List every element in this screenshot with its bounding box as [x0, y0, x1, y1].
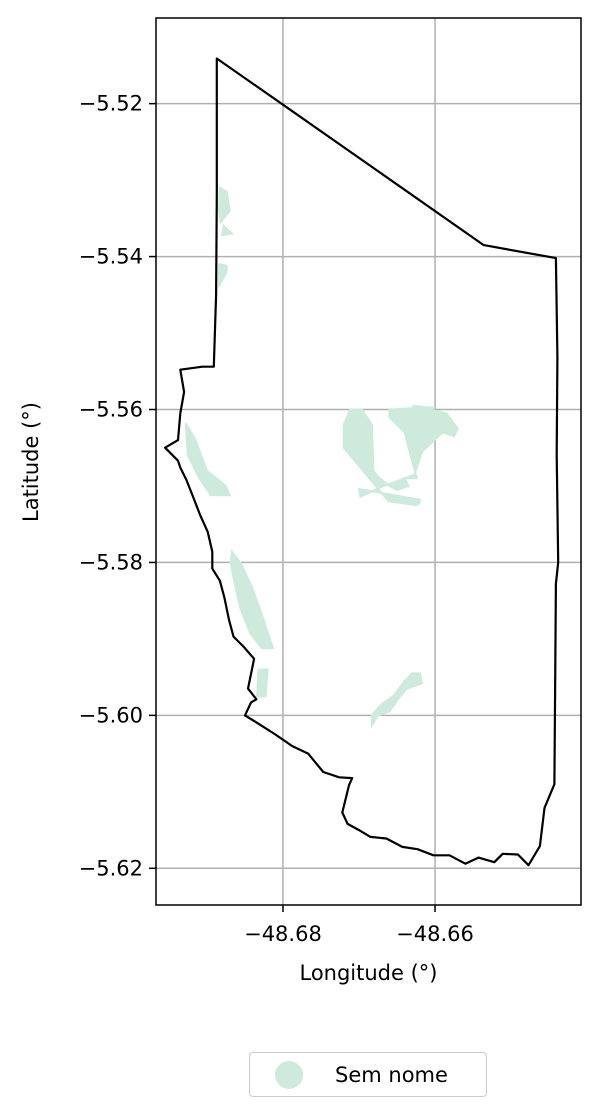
map-figure: −48.68 −48.66 −5.52 −5.54 −5.56 −5.58 −5.60 −5.…: [19, 17, 582, 985]
y-axis-label: Latitude (°): [19, 402, 43, 522]
legend: Sem nome: [249, 1052, 487, 1097]
x-axis-label: Longitude (°): [299, 961, 437, 985]
y-tick-label-1: −5.54: [79, 245, 143, 269]
y-tick-label-3: −5.58: [79, 550, 143, 574]
area-sem-nome-7: [370, 672, 424, 729]
legend-label-sem-nome: Sem nome: [335, 1062, 448, 1087]
x-tick-label-0: −48.68: [244, 922, 322, 946]
municipality-boundary: [164, 57, 560, 867]
plot-border: [155, 17, 582, 906]
areas-layer: [184, 186, 459, 729]
area-sem-nome-2: [218, 262, 228, 290]
y-tick-label-4: −5.60: [79, 703, 143, 727]
area-sem-nome-3: [184, 422, 232, 497]
area-sem-nome-5: [256, 668, 269, 698]
y-tick-label-5: −5.62: [79, 856, 143, 880]
y-tick-label-0: −5.52: [79, 92, 143, 116]
area-sem-nome-0: [218, 186, 231, 225]
plot-frame: −48.68 −48.66 −5.52 −5.54 −5.56 −5.58 −5.60 −5.…: [79, 17, 582, 946]
area-sem-nome-6: [342, 404, 459, 507]
gridlines: [156, 18, 581, 905]
ticks-layer: −48.68 −48.66 −5.52 −5.54 −5.56 −5.58 −5.60 −5.…: [79, 92, 474, 946]
legend-marker: [275, 1060, 303, 1089]
area-sem-nome-1: [220, 224, 235, 237]
x-tick-label-1: −48.66: [396, 922, 474, 946]
area-sem-nome-4: [229, 549, 275, 650]
y-tick-label-2: −5.56: [79, 398, 143, 422]
boundary-layer: [164, 57, 560, 867]
